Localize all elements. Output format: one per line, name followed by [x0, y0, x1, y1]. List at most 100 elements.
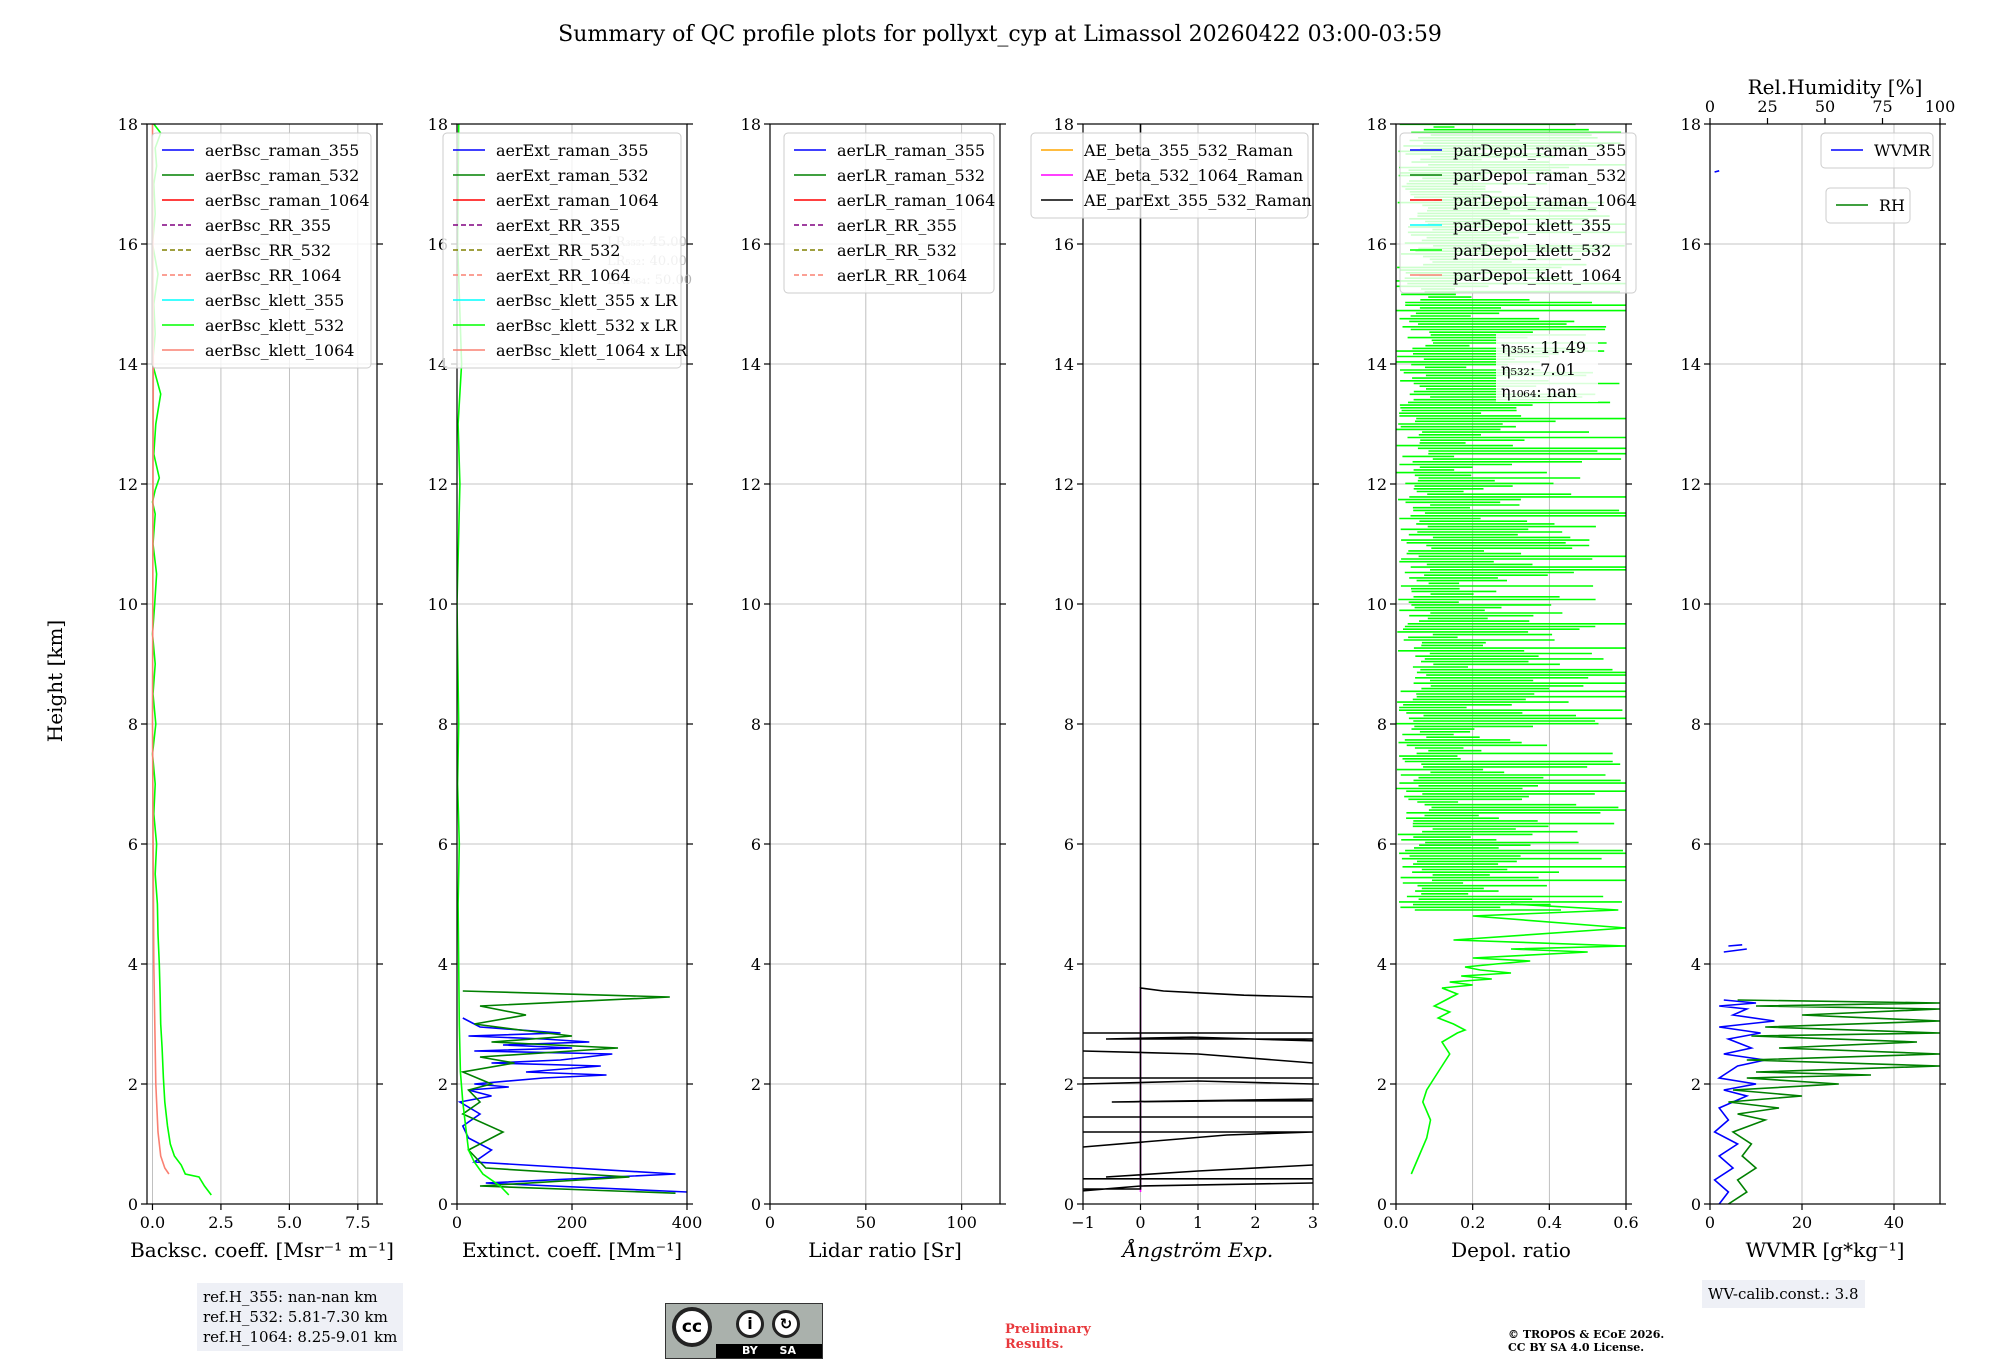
y-tick-label: 0: [438, 1195, 448, 1214]
x-tick-label: 0.4: [1537, 1213, 1562, 1232]
axes-frame: [146, 123, 378, 1205]
y-tick-label: 2: [438, 1075, 448, 1094]
y-tick-label: 8: [751, 715, 761, 734]
x-tick-label: 50: [856, 1213, 876, 1232]
x2-tick-label: 100: [1925, 97, 1956, 116]
panel-depol: 0 2 4 6 8 10 12 14 16 18 0.0 0.2 0.4 0.6 Depol. ratio η…: [1367, 115, 1639, 1262]
y-tick-label: 8: [438, 715, 448, 734]
legend: aerExt_raman_355 aerExt_raman_532 aerExt_r…: [442, 132, 688, 369]
preliminary-line-2: Results.: [1005, 1337, 1064, 1352]
series-line-wvmr-upper: [1714, 170, 1747, 953]
x-tick-label: 7.5: [345, 1213, 370, 1232]
x-tick-label: 0.6: [1613, 1213, 1638, 1232]
x-tick-label: 3: [1308, 1213, 1318, 1232]
legend: RH: [1825, 187, 1911, 224]
legend-label: parDepol_raman_1064: [1453, 191, 1637, 210]
ref-height-1064: ref.H_1064: 8.25-9.01 km: [203, 1328, 398, 1346]
x-tick-label: 5.0: [277, 1213, 302, 1232]
x2-tick-label: 25: [1757, 97, 1777, 116]
y-tick-label: 14: [118, 355, 138, 374]
legend-label: AE_beta_355_532_Raman: [1083, 141, 1293, 160]
y-tick-label: 10: [1681, 595, 1701, 614]
legend-label: aerBsc_RR_355: [205, 216, 331, 235]
legend-label: AE_beta_532_1064_Raman: [1083, 166, 1303, 185]
eta-annotation: η₃₅₅: 11.49: [1501, 338, 1586, 357]
y-tick-label: 2: [751, 1075, 761, 1094]
y-tick-label: 16: [1367, 235, 1387, 254]
y-tick-label: 2: [128, 1075, 138, 1094]
preliminary-results-note: Preliminary Results.: [1005, 1322, 1091, 1352]
legend-label: aerBsc_klett_355 x LR: [496, 291, 678, 310]
y-tick-label: 0: [128, 1195, 138, 1214]
y-tick-label: 12: [1367, 475, 1387, 494]
legend-label: aerBsc_raman_355: [205, 141, 359, 160]
y-tick-label: 4: [438, 955, 448, 974]
y-tick-label: 10: [428, 595, 448, 614]
x-tick-label: 2.5: [208, 1213, 233, 1232]
y-tick-label: 4: [1691, 955, 1701, 974]
legend-label: parDepol_klett_532: [1453, 241, 1611, 260]
y-tick-label: 14: [1367, 355, 1387, 374]
x-axis-label: Ångström Exp.: [1121, 1237, 1273, 1262]
y-tick-label: 6: [1064, 835, 1074, 854]
y-tick-label: 2: [1691, 1075, 1701, 1094]
y-tick-label: 10: [741, 595, 761, 614]
y-tick-label: 8: [1064, 715, 1074, 734]
legend-label: aerBsc_klett_1064: [205, 341, 354, 360]
y-tick-label: 18: [1681, 115, 1701, 134]
share-alike-icon: ↻: [772, 1310, 800, 1338]
y-tick-label: 10: [1054, 595, 1074, 614]
y-tick-label: 10: [1367, 595, 1387, 614]
panel-lidar_ratio: 0 2 4 6 8 10 12 14 16 18 0 50 100 Lidar ratio [Sr] aer…: [741, 115, 1006, 1262]
y-tick-label: 6: [1377, 835, 1387, 854]
y-tick-label: 2: [1377, 1075, 1387, 1094]
legend-label: aerLR_raman_532: [837, 166, 985, 185]
legend-label: aerBsc_klett_1064 x LR: [496, 341, 688, 360]
preliminary-line-1: Preliminary: [1005, 1322, 1091, 1337]
x-tick-label: 2: [1250, 1213, 1260, 1232]
legend-label: aerExt_raman_355: [496, 141, 649, 160]
legend-label: aerBsc_klett_355: [205, 291, 344, 310]
y-tick-label: 12: [428, 475, 448, 494]
x-tick-label: 20: [1792, 1213, 1812, 1232]
legend-label: aerBsc_klett_532 x LR: [496, 316, 678, 335]
legend-label: RH: [1879, 196, 1905, 215]
series-line-aerext-raman-532: [459, 990, 676, 1194]
series-line-aerbsc-klett-532-x-lr: [457, 124, 510, 1196]
y-tick-label: 16: [741, 235, 761, 254]
x-axis-label: WVMR [g*kg⁻¹]: [1746, 1238, 1905, 1262]
legend-frame: [1399, 132, 1637, 294]
legend: AE_beta_355_532_Raman AE_beta_532_1064_Ra…: [1030, 132, 1312, 219]
eta-annotation: η₅₃₂: 7.01: [1501, 360, 1576, 379]
x2-tick-label: 50: [1815, 97, 1835, 116]
y-tick-label: 4: [1377, 955, 1387, 974]
y-tick-label: 6: [438, 835, 448, 854]
ref-height-355: ref.H_355: nan-nan km: [203, 1288, 378, 1306]
legend-label: aerLR_RR_355: [837, 216, 957, 235]
x-axis-label: Backsc. coeff. [Msr⁻¹ m⁻¹]: [130, 1238, 394, 1262]
legend-label: aerExt_RR_532: [496, 241, 620, 260]
legend-frame: [1820, 132, 1934, 169]
y-tick-label: 0: [1064, 1195, 1074, 1214]
ref-height-532: ref.H_532: 5.81-7.30 km: [203, 1308, 388, 1326]
series-line-aerbsc-klett-1064: [151, 124, 170, 1175]
y-tick-label: 4: [751, 955, 761, 974]
y-tick-label: 16: [1681, 235, 1701, 254]
y-tick-label: 16: [118, 235, 138, 254]
y-tick-label: 8: [1377, 715, 1387, 734]
wv-calib-const: WV-calib.const.: 3.8: [1708, 1285, 1859, 1303]
eta-box: [1496, 334, 1598, 402]
x-tick-label: 0.0: [140, 1213, 165, 1232]
y-tick-label: 6: [128, 835, 138, 854]
legend-frame: [783, 132, 995, 294]
y-tick-label: 12: [741, 475, 761, 494]
legend-label: aerExt_raman_532: [496, 166, 649, 185]
license-label: BY SA: [716, 1344, 822, 1358]
legend-label: parDepol_klett_1064: [1453, 266, 1622, 285]
y-tick-label: 6: [751, 835, 761, 854]
x-tick-label: 0.0: [1383, 1213, 1408, 1232]
x-tick-label: 100: [946, 1213, 977, 1232]
